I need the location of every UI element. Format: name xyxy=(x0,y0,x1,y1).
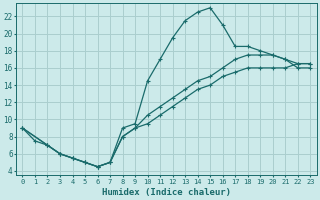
X-axis label: Humidex (Indice chaleur): Humidex (Indice chaleur) xyxy=(102,188,231,197)
